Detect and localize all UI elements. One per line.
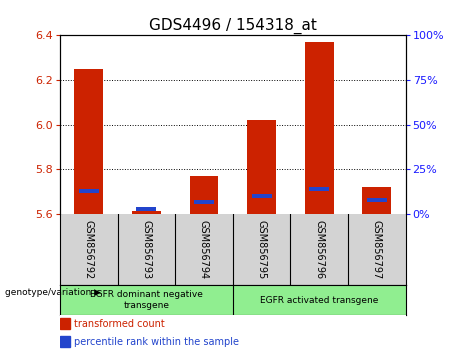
Bar (60, 336, 70, 347)
Title: GDS4496 / 154318_at: GDS4496 / 154318_at (149, 18, 317, 34)
Bar (305, 42, 334, 214)
Bar (247, 120, 276, 214)
Bar (60, 318, 70, 329)
Bar (367, 198, 387, 202)
Text: GSM856792: GSM856792 (84, 220, 94, 279)
Text: GSM856795: GSM856795 (257, 220, 266, 279)
Bar (74, 69, 103, 214)
Bar (79, 189, 99, 193)
Text: EGFR dominant negative
transgene: EGFR dominant negative transgene (90, 290, 203, 310)
Text: EGFR activated transgene: EGFR activated transgene (260, 296, 378, 304)
Text: genotype/variation ▶: genotype/variation ▶ (5, 287, 100, 297)
Bar (189, 176, 219, 214)
Bar (194, 200, 214, 204)
Text: GSM856796: GSM856796 (314, 220, 324, 279)
Text: GSM856794: GSM856794 (199, 220, 209, 279)
Bar (362, 187, 391, 214)
Bar (132, 211, 161, 214)
Bar (252, 194, 272, 198)
Bar (136, 207, 156, 211)
Bar (309, 187, 329, 191)
Text: GSM856793: GSM856793 (142, 220, 151, 279)
Text: transformed count: transformed count (74, 319, 165, 329)
Text: GSM856797: GSM856797 (372, 220, 382, 279)
Text: percentile rank within the sample: percentile rank within the sample (74, 337, 239, 347)
